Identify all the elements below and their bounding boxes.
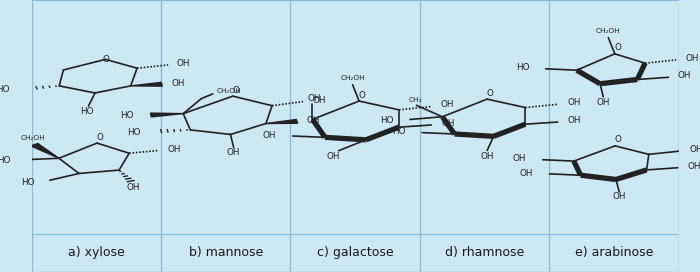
- Text: O: O: [615, 43, 622, 52]
- Text: HO: HO: [0, 85, 10, 94]
- Text: OH: OH: [168, 145, 181, 154]
- Polygon shape: [150, 113, 183, 117]
- Text: b) mannose: b) mannose: [188, 246, 263, 259]
- Text: OH: OH: [441, 119, 455, 128]
- Text: OH: OH: [441, 100, 454, 109]
- Text: OH: OH: [313, 96, 326, 105]
- Text: OH: OH: [678, 72, 692, 81]
- Text: OH: OH: [480, 152, 494, 161]
- Text: HO: HO: [120, 111, 134, 120]
- Text: O: O: [615, 135, 622, 144]
- Text: OH: OH: [307, 94, 321, 103]
- Text: c) galactose: c) galactose: [317, 246, 393, 259]
- Text: OH: OH: [227, 149, 241, 157]
- Polygon shape: [266, 119, 298, 123]
- Text: OH: OH: [567, 98, 580, 107]
- Text: d) rhamnose: d) rhamnose: [445, 246, 524, 259]
- Text: O: O: [97, 133, 104, 142]
- Text: O: O: [359, 91, 366, 100]
- Text: HO: HO: [0, 156, 10, 165]
- Text: a) xylose: a) xylose: [68, 246, 125, 259]
- Polygon shape: [131, 82, 162, 86]
- Text: O: O: [487, 89, 494, 98]
- Text: CH₃: CH₃: [408, 97, 422, 103]
- Text: OH: OH: [512, 154, 526, 163]
- Text: OH: OH: [172, 79, 185, 88]
- Text: HO: HO: [516, 63, 529, 73]
- Text: OH: OH: [612, 192, 626, 201]
- Text: HO: HO: [22, 178, 35, 187]
- Text: OH: OH: [596, 98, 610, 107]
- Text: OH: OH: [687, 162, 700, 171]
- Text: CH₂OH: CH₂OH: [340, 75, 365, 81]
- Text: HO: HO: [392, 127, 405, 136]
- Text: e) arabinose: e) arabinose: [575, 246, 653, 259]
- Text: HO: HO: [80, 107, 94, 116]
- Text: HO: HO: [127, 128, 141, 137]
- Text: OH: OH: [685, 54, 699, 63]
- Text: O: O: [232, 86, 239, 95]
- Text: OH: OH: [327, 152, 340, 161]
- Text: OH: OH: [176, 59, 190, 68]
- Text: HO: HO: [379, 116, 393, 125]
- Text: OH: OH: [307, 116, 320, 125]
- Text: O: O: [102, 55, 109, 64]
- Text: OH: OH: [568, 116, 581, 125]
- Polygon shape: [31, 144, 59, 158]
- Text: CH₂OH: CH₂OH: [596, 28, 621, 34]
- Text: OH: OH: [262, 131, 276, 140]
- Text: CH₂OH: CH₂OH: [217, 88, 241, 94]
- Text: OH: OH: [127, 183, 140, 192]
- Text: OH: OH: [690, 145, 700, 154]
- Text: OH: OH: [519, 169, 533, 178]
- Text: CH₂OH: CH₂OH: [21, 135, 46, 141]
